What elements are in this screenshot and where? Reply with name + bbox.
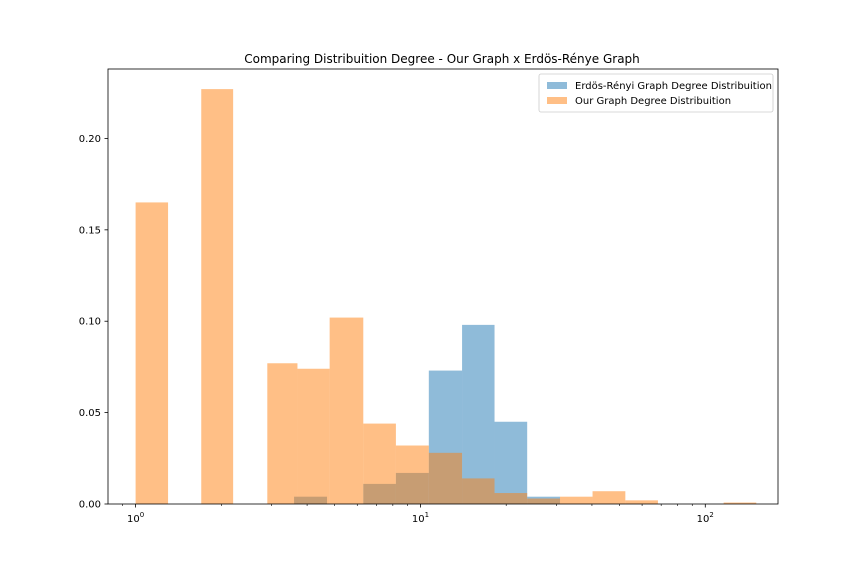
y-tick-label: 0.05: [79, 408, 101, 419]
legend-label-series1: Erdös-Rényi Graph Degree Distribuition: [575, 80, 772, 92]
bar-series2-bin14: [625, 500, 658, 504]
bar-series2-bin10: [494, 493, 528, 504]
y-tick-label: 0.10: [79, 317, 101, 328]
bar-series2-bin2: [201, 89, 234, 505]
bar-series2-bin13: [592, 491, 626, 504]
bar-series2-bin6: [363, 423, 396, 504]
bar-series2-bin1: [135, 202, 169, 505]
plot-frame: [107, 68, 779, 505]
bar-series2-bin12: [560, 496, 593, 504]
chart-title: Comparing Distribuition Degree - Our Gra…: [244, 52, 640, 66]
legend-swatch-series1: [547, 82, 567, 89]
bars-layer: [135, 89, 757, 505]
x-tick-label: 102: [697, 511, 714, 525]
bar-series2-bin15: [723, 502, 757, 504]
legend-label-series2: Our Graph Degree Distribuition: [575, 96, 731, 107]
bar-series2-bin3: [267, 363, 298, 504]
bar-series2-bin5: [329, 317, 364, 504]
legend: Erdös-Rényi Graph Degree Distribuition Ou…: [538, 73, 774, 113]
bar-series2-bin9: [462, 478, 495, 504]
bar-series2-bin4: [297, 368, 330, 504]
x-tick-label: 101: [412, 511, 429, 525]
x-axis: 100 101 102: [122, 504, 714, 525]
bar-series1-bin6: [494, 421, 528, 504]
y-tick-label: 0.15: [79, 225, 101, 236]
y-axis: 0.00 0.05 0.10 0.15 0.20: [79, 134, 108, 511]
x-tick-label: 100: [127, 511, 144, 525]
bar-series2-bin7: [395, 445, 429, 504]
y-tick-label: 0.00: [79, 500, 101, 511]
legend-box: [538, 73, 774, 113]
bar-series2-bin8: [428, 452, 463, 504]
bar-series2-bin11: [527, 498, 561, 504]
bar-series1-bin5: [462, 324, 495, 504]
legend-swatch-series2: [547, 97, 567, 104]
y-tick-label: 0.20: [79, 134, 101, 145]
